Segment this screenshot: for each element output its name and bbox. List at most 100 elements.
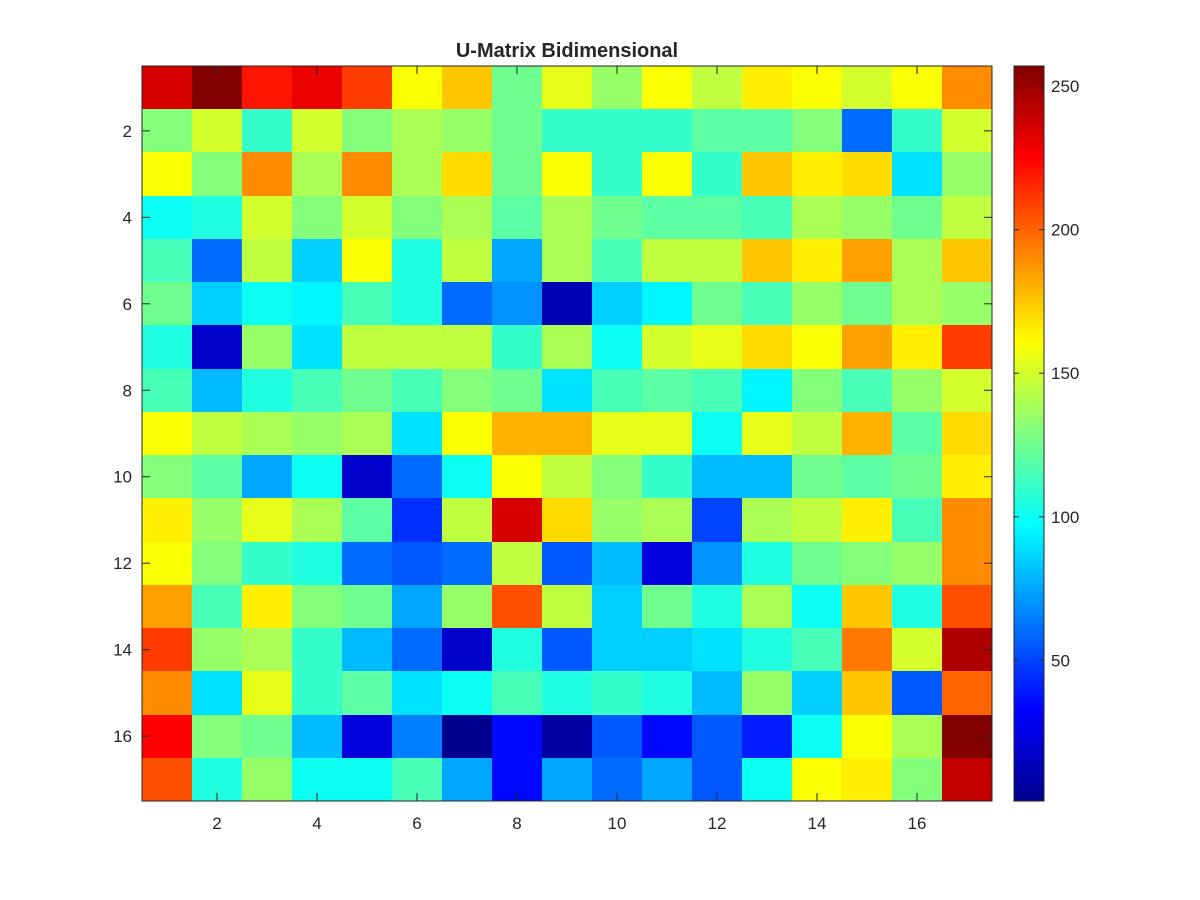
heatmap-cell [842, 109, 892, 152]
heatmap-cell [542, 498, 592, 542]
y-tick-label: 10 [113, 468, 132, 487]
heatmap-cell [542, 109, 592, 152]
heatmap-cell [542, 152, 592, 196]
heatmap-cell [492, 152, 542, 196]
heatmap-cell [842, 282, 892, 325]
heatmap-cell [442, 282, 492, 325]
y-tick-label: 6 [123, 295, 132, 314]
heatmap-cell [692, 455, 742, 498]
heatmap-cell [292, 239, 342, 282]
heatmap-cell [842, 66, 892, 109]
heatmap-cell [542, 282, 592, 325]
heatmap-cell [592, 412, 642, 455]
heatmap-cell [892, 498, 942, 542]
heatmap-cell [242, 239, 292, 282]
heatmap-cell [892, 109, 942, 152]
axes-ticks [142, 66, 992, 801]
heatmap-cell [542, 325, 592, 369]
heatmap-cell [392, 369, 442, 412]
heatmap-cell [642, 498, 692, 542]
heatmap-cell [792, 585, 842, 628]
heatmap-cell [842, 455, 892, 498]
heatmap-cell [242, 455, 292, 498]
heatmap-cell [942, 109, 992, 152]
heatmap-cell [342, 585, 392, 628]
heatmap-cell [792, 196, 842, 239]
heatmap-cell [242, 412, 292, 455]
colorbar-tick-label: 100 [1051, 508, 1079, 527]
heatmap-cell [692, 369, 742, 412]
heatmap-cell [142, 239, 192, 282]
heatmap-cell [542, 66, 592, 109]
heatmap-cell [442, 325, 492, 369]
colorbar-ticks: 50 100 150 200 250 [1014, 77, 1079, 670]
x-tick-label: 2 [212, 814, 221, 833]
heatmap-cell [842, 542, 892, 585]
heatmap-cell [192, 109, 242, 152]
heatmap-cells [142, 66, 992, 801]
heatmap-cell [192, 455, 242, 498]
heatmap-cell [792, 325, 842, 369]
heatmap-cell [892, 585, 942, 628]
heatmap-cell [742, 325, 792, 369]
heatmap-cell [192, 542, 242, 585]
heatmap-cell [292, 369, 342, 412]
heatmap-cell [392, 239, 442, 282]
heatmap-cell [892, 628, 942, 671]
heatmap-cell [492, 455, 542, 498]
heatmap-cell [942, 196, 992, 239]
x-tick-label: 4 [312, 814, 321, 833]
heatmap-cell [242, 66, 292, 109]
heatmap-cell [642, 585, 692, 628]
heatmap-cell [142, 66, 192, 109]
heatmap-cell [592, 542, 642, 585]
heatmap-cell [592, 369, 642, 412]
heatmap-cell [592, 109, 642, 152]
heatmap-cell [642, 715, 692, 758]
heatmap-cell [592, 196, 642, 239]
heatmap-cell [592, 325, 642, 369]
heatmap-cell [592, 239, 642, 282]
heatmap-cell [692, 325, 742, 369]
heatmap-cell [942, 498, 992, 542]
heatmap-cell [392, 282, 442, 325]
heatmap-cell [142, 369, 192, 412]
heatmap-cell [242, 498, 292, 542]
heatmap-cell [442, 412, 492, 455]
heatmap-cell [742, 715, 792, 758]
heatmap-cell [292, 109, 342, 152]
heatmap-cell [742, 282, 792, 325]
chart-title: U-Matrix Bidimensional [456, 40, 678, 62]
heatmap-cell [642, 671, 692, 715]
heatmap-cell [642, 152, 692, 196]
heatmap-cell [392, 542, 442, 585]
heatmap-cell [142, 628, 192, 671]
heatmap-cell [942, 671, 992, 715]
heatmap-cell [642, 369, 692, 412]
heatmap-cell [592, 585, 642, 628]
heatmap-cell [942, 628, 992, 671]
heatmap-cell [492, 239, 542, 282]
x-tick-label: 14 [808, 814, 827, 833]
heatmap-cell [842, 715, 892, 758]
heatmap-cell [442, 671, 492, 715]
heatmap-cell [792, 455, 842, 498]
heatmap-cell [892, 282, 942, 325]
heatmap-cell [492, 542, 542, 585]
y-tick-label: 12 [113, 554, 132, 573]
heatmap-cell [442, 109, 492, 152]
heatmap-cell [192, 196, 242, 239]
heatmap-cell [942, 325, 992, 369]
heatmap-cell [842, 628, 892, 671]
heatmap-cell [942, 369, 992, 412]
heatmap-cell [242, 282, 292, 325]
heatmap-cell [842, 758, 892, 801]
heatmap-cell [942, 239, 992, 282]
heatmap-cell [442, 369, 492, 412]
heatmap-cell [342, 455, 392, 498]
heatmap-cell [742, 758, 792, 801]
x-tick-labels: 2 4 6 8 10 12 14 16 [212, 814, 926, 833]
colorbar-tick-label: 50 [1051, 651, 1070, 670]
heatmap-cell [292, 455, 342, 498]
